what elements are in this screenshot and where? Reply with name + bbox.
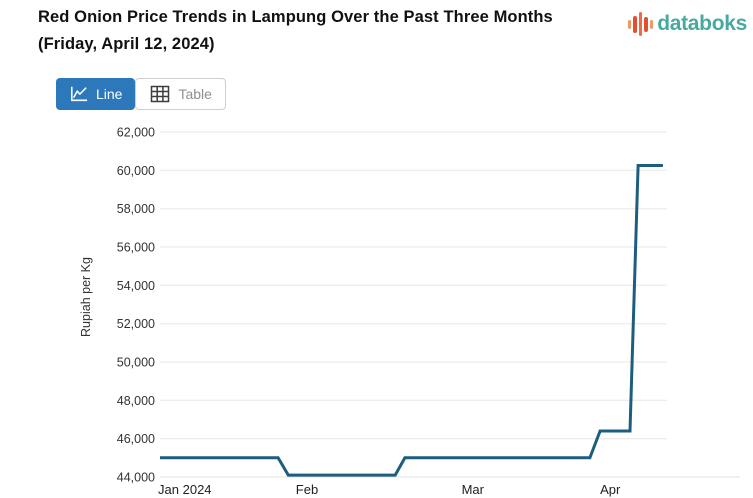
chart-canvas[interactable]: 44,000 46,000 48,000 50,000 52,000 54,000 56,0… [0, 115, 753, 498]
y-tick-label: 60,000 [117, 164, 155, 178]
line-view-label: Line [96, 86, 123, 102]
chart-header: Red Onion Price Trends in Lampung Over t… [38, 4, 753, 58]
y-axis-title: Rupiah per Kg [79, 257, 93, 337]
line-chart-icon [69, 85, 89, 103]
y-tick-label: 62,000 [117, 126, 155, 140]
x-tick-label: Mar [462, 482, 485, 497]
price-series-line[interactable] [160, 164, 663, 477]
table-grid-icon [149, 84, 171, 104]
price-line-chart[interactable]: 44,000 46,000 48,000 50,000 52,000 54,000 56,0… [0, 115, 753, 498]
databoks-logo[interactable]: databoks [627, 11, 747, 37]
y-tick-label: 46,000 [117, 432, 155, 446]
y-tick-label: 48,000 [117, 394, 155, 408]
x-tick-label: Apr [600, 482, 621, 497]
databoks-wordmark: databoks [657, 12, 747, 35]
y-tick-label: 44,000 [117, 471, 155, 485]
view-toggle: Line Table [56, 78, 226, 110]
page-title: Red Onion Price Trends in Lampung Over t… [38, 8, 553, 53]
y-tick-label: 52,000 [117, 317, 155, 331]
table-view-button[interactable]: Table [135, 78, 226, 110]
x-tick-label: Jan 2024 [158, 482, 212, 497]
y-tick-label: 50,000 [117, 356, 155, 370]
y-tick-label: 56,000 [117, 241, 155, 255]
y-tick-label: 54,000 [117, 279, 155, 293]
table-view-label: Table [178, 86, 212, 102]
line-view-button[interactable]: Line [56, 78, 136, 110]
y-tick-label: 58,000 [117, 202, 155, 216]
databoks-bars-icon [627, 11, 654, 37]
x-tick-label: Feb [296, 482, 318, 497]
